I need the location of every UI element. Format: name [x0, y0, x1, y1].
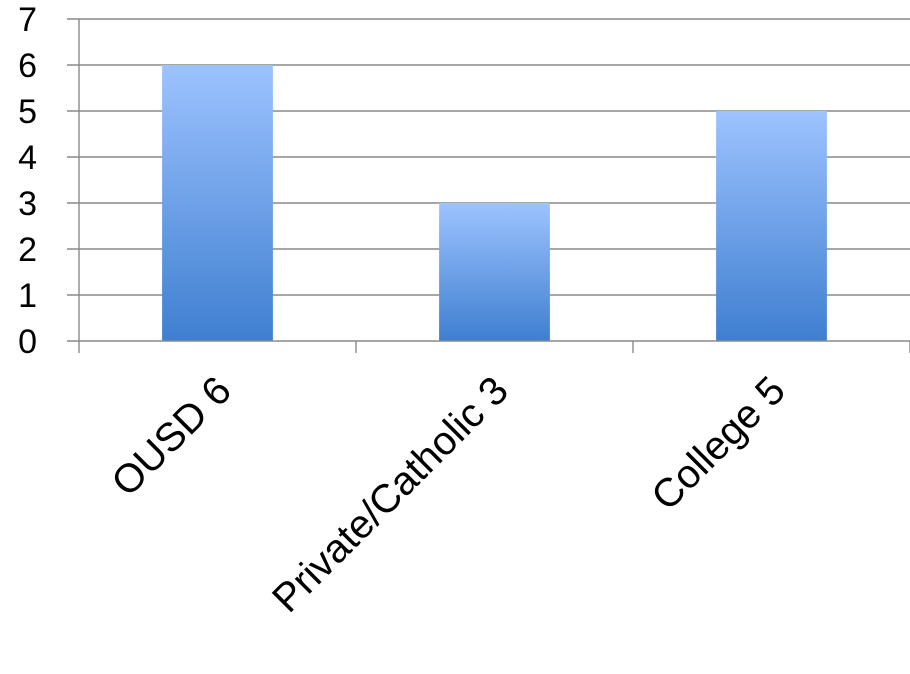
bar-2: [716, 111, 827, 341]
y-tick-label-4: 4: [18, 139, 37, 177]
y-tick-label-3: 3: [18, 185, 37, 223]
axes: [67, 19, 910, 353]
bar-1: [439, 203, 550, 341]
bars: [162, 65, 827, 341]
x-category-label-0: OUSD 6: [103, 368, 239, 504]
x-category-label-1: Private/Catholic 3: [264, 368, 517, 621]
bar-0: [162, 65, 273, 341]
y-tick-label-5: 5: [18, 93, 37, 131]
y-tick-label-6: 6: [18, 47, 37, 85]
y-tick-label-7: 7: [18, 1, 37, 39]
y-tick-label-0: 0: [18, 323, 37, 361]
y-tick-label-1: 1: [18, 277, 37, 315]
labels: 0 1 2 3 4 5 6 7 OUSD 6 Private/Catholic 3 College …: [18, 1, 794, 621]
y-tick-label-2: 2: [18, 231, 37, 269]
x-category-label-2: College 5: [643, 368, 794, 519]
